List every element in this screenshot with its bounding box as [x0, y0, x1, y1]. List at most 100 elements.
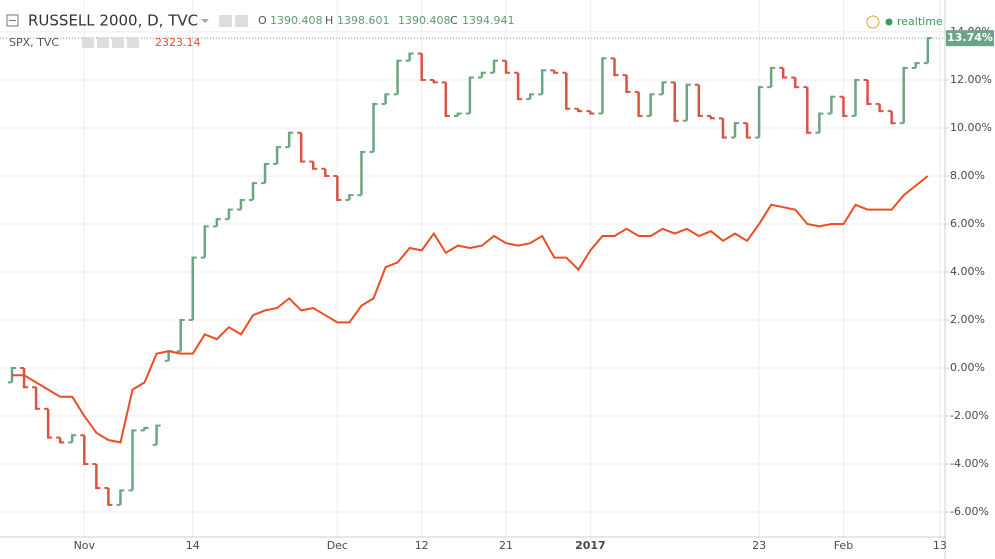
ohlc-bar [694, 83, 703, 117]
y-tick-label: 8.00% [950, 169, 985, 182]
icon[interactable] [82, 37, 94, 48]
last-price-badge [946, 30, 994, 47]
ohlc-bar [453, 112, 462, 117]
ohlc-bar [514, 71, 523, 101]
c-value: 1394.941 [462, 14, 515, 27]
main-series-name: RUSSELL 2000, D, TVC [28, 12, 198, 30]
ohlc-bar [586, 110, 595, 115]
ohlc-bar [68, 434, 77, 444]
settings-icon[interactable] [219, 15, 232, 27]
ohlc-bar [803, 86, 812, 134]
dropdown-caret[interactable] [201, 19, 209, 23]
collapse-icon[interactable] [6, 14, 19, 27]
ohlc-bar [718, 117, 727, 139]
icon[interactable] [112, 37, 124, 48]
x-tick-label: 13 [933, 539, 947, 552]
ohlc-bar [20, 367, 29, 389]
ohlc-bar [92, 463, 101, 490]
y-tick-label: 2.00% [950, 313, 985, 326]
ohlc-bar [863, 78, 872, 105]
plot [0, 37, 945, 506]
ohlc-bar [610, 57, 619, 77]
ohlc-bar [465, 76, 474, 115]
compare-line [12, 175, 929, 444]
ohlc-bar [827, 95, 836, 115]
legend: RUSSELL 2000, D, TVC O 1390.408 H 1398.6… [6, 12, 943, 49]
ohlc-bar [369, 102, 378, 153]
ohlc-bar [887, 110, 896, 125]
ohlc-bar [188, 256, 197, 321]
ohlc-bar [297, 131, 306, 163]
x-tick-label: 14 [186, 539, 200, 552]
axes: -6.00% -4.00% -2.00% 0.00% 2.00% 4.00% 6.00% 8.… [74, 25, 994, 552]
ohlc-bar [574, 107, 583, 113]
ohlc-bar [441, 81, 450, 117]
ohlc-bar [140, 427, 149, 432]
x-tick-label: Feb [834, 539, 853, 552]
warning-icon[interactable] [866, 15, 880, 29]
y-tick-label: 0.00% [950, 361, 985, 374]
ohlc-bar [200, 225, 209, 259]
compare-series-name: SPX, TVC [9, 36, 59, 49]
ohlc-bar [333, 174, 342, 201]
y-tick-label: 12.00% [950, 73, 992, 86]
ohlc-bar [393, 59, 402, 96]
ohlc-bar [44, 407, 53, 439]
ohlc-bar [670, 81, 679, 122]
status-dot [885, 18, 893, 26]
ohlc-bar [309, 160, 318, 170]
x-tick-label: Nov [74, 539, 96, 552]
ohlc-bar [116, 489, 125, 506]
x-tick-label: 21 [499, 539, 513, 552]
ohlc-bar [152, 424, 161, 446]
ohlc-bar [875, 102, 884, 113]
ohlc-bar [429, 78, 438, 84]
ohlc-bar [743, 122, 752, 139]
ohlc-bar [598, 57, 607, 115]
ohlc-bar [285, 131, 294, 149]
ohlc-bar [345, 194, 354, 201]
ohlc-bar [538, 69, 547, 96]
x-tick-label: Dec [327, 539, 348, 552]
ohlc-bar [224, 208, 233, 221]
ohlc-bar [381, 93, 390, 105]
ohlc-bar [249, 182, 257, 201]
h-value: 1398.601 [337, 14, 390, 27]
icon[interactable] [97, 37, 109, 48]
ohlc-bar [634, 90, 643, 117]
ohlc-bar [417, 52, 426, 81]
ohlc-bar [755, 86, 764, 139]
ohlc-bar [682, 83, 691, 122]
ohlc-bar [176, 318, 185, 353]
y-tick-label: -6.00% [950, 505, 989, 518]
ohlc-bar [706, 114, 715, 120]
ohlc-bar [911, 62, 920, 69]
icon[interactable] [127, 37, 139, 48]
ohlc-bar [791, 76, 800, 89]
ohlc-bar [646, 93, 655, 117]
ohlc-bar [851, 78, 860, 117]
ohlc-bar [236, 198, 245, 211]
ohlc-bar [815, 112, 824, 134]
ohlc-bar [273, 146, 282, 165]
hide-icon[interactable] [235, 15, 248, 27]
ohlc-bar [658, 81, 667, 96]
ohlc-bar [622, 74, 631, 93]
ohlc-bar [526, 93, 535, 101]
last-price-label: 13.74% [947, 31, 993, 44]
ohlc-bar [357, 150, 366, 197]
ohlc-bar [490, 59, 498, 74]
ohlc-bar [405, 52, 414, 62]
compare-value: 2323.14 [155, 36, 201, 49]
ohlc-bar [321, 167, 330, 177]
ohlc-bar [104, 487, 113, 506]
x-tick-label: 2017 [575, 539, 606, 552]
ohlc-bar [731, 122, 739, 139]
c-label: C [450, 14, 458, 27]
ohlc-bar [767, 66, 776, 89]
status-text: realtime [897, 15, 943, 28]
y-tick-label: -2.00% [950, 409, 989, 422]
ohlc-bar [261, 162, 270, 185]
ohlc-bar [550, 69, 559, 74]
